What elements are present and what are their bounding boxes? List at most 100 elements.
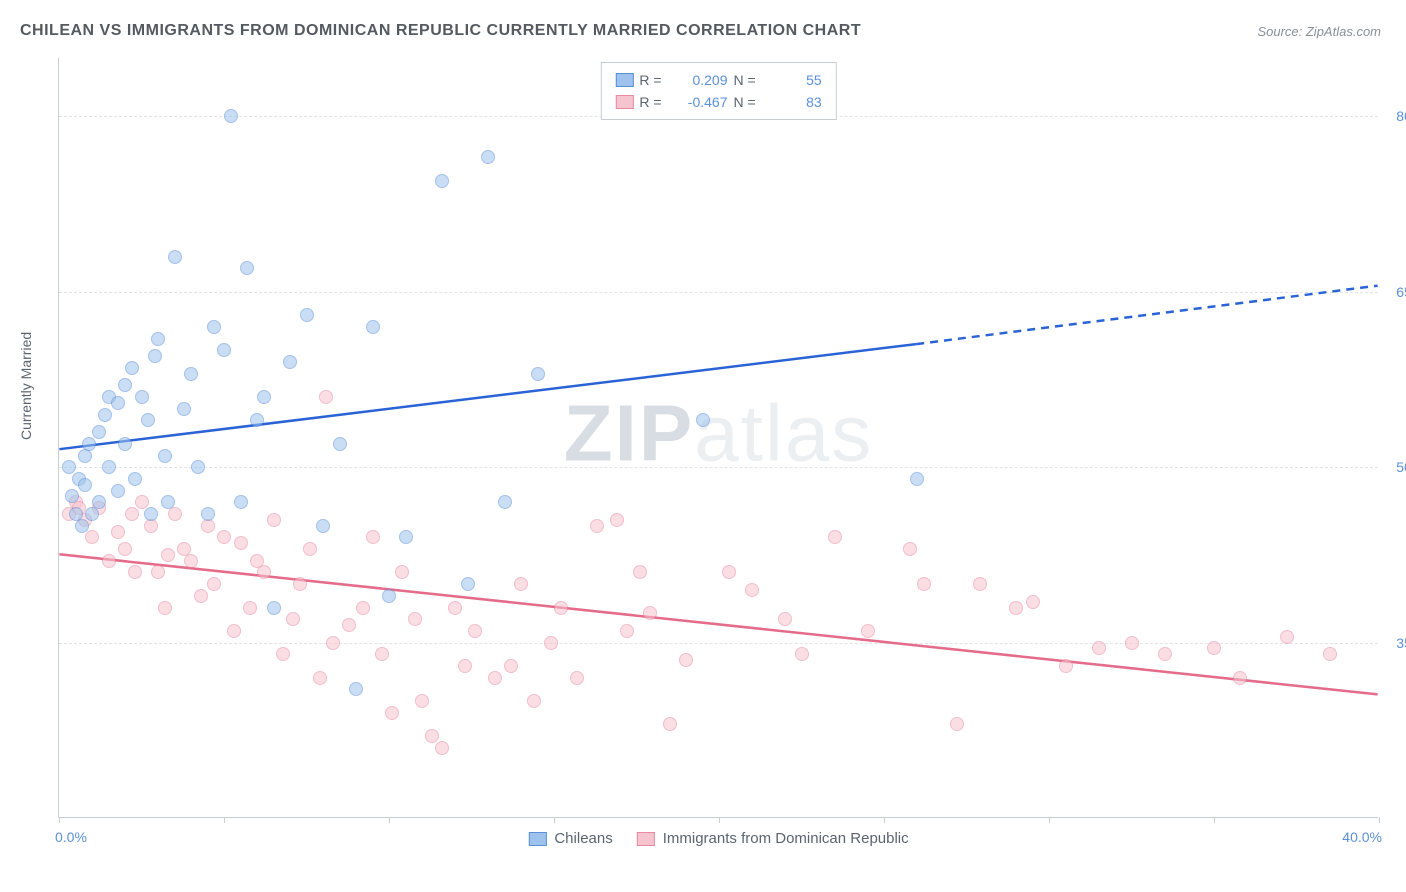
scatter-point xyxy=(1233,671,1247,685)
scatter-point xyxy=(319,390,333,404)
correlation-legend: R = 0.209 N = 55 R = -0.467 N = 83 xyxy=(600,62,836,120)
scatter-point xyxy=(144,507,158,521)
scatter-point xyxy=(382,589,396,603)
scatter-point xyxy=(98,408,112,422)
scatter-point xyxy=(92,495,106,509)
scatter-point xyxy=(283,355,297,369)
scatter-point xyxy=(468,624,482,638)
scatter-point xyxy=(333,437,347,451)
scatter-point xyxy=(1092,641,1106,655)
scatter-point xyxy=(300,308,314,322)
scatter-point xyxy=(267,513,281,527)
scatter-point xyxy=(1207,641,1221,655)
scatter-point xyxy=(696,413,710,427)
scatter-point xyxy=(276,647,290,661)
scatter-point xyxy=(570,671,584,685)
scatter-point xyxy=(234,536,248,550)
scatter-point xyxy=(135,495,149,509)
r-label: R = xyxy=(639,69,661,91)
scatter-point xyxy=(481,150,495,164)
legend-swatch-blue xyxy=(528,832,546,846)
scatter-point xyxy=(184,554,198,568)
x-tick xyxy=(1379,817,1380,823)
x-tick xyxy=(554,817,555,823)
scatter-point xyxy=(1059,659,1073,673)
scatter-point xyxy=(903,542,917,556)
scatter-point xyxy=(590,519,604,533)
scatter-point xyxy=(435,174,449,188)
scatter-point xyxy=(349,682,363,696)
source-attribution: Source: ZipAtlas.com xyxy=(1257,24,1381,39)
scatter-point xyxy=(161,495,175,509)
scatter-point xyxy=(643,606,657,620)
scatter-point xyxy=(633,565,647,579)
y-axis-label: Currently Married xyxy=(18,332,34,440)
n-label: N = xyxy=(734,69,756,91)
scatter-point xyxy=(745,583,759,597)
scatter-point xyxy=(102,554,116,568)
scatter-point xyxy=(194,589,208,603)
scatter-point xyxy=(118,378,132,392)
x-max-label: 40.0% xyxy=(1342,829,1382,845)
scatter-point xyxy=(234,495,248,509)
legend-label-blue: Chileans xyxy=(554,830,612,847)
scatter-point xyxy=(408,612,422,626)
scatter-point xyxy=(151,332,165,346)
scatter-point xyxy=(531,367,545,381)
scatter-point xyxy=(917,577,931,591)
x-tick xyxy=(389,817,390,823)
scatter-point xyxy=(375,647,389,661)
scatter-point xyxy=(118,542,132,556)
y-tick-label: 80.0% xyxy=(1384,108,1406,124)
scatter-point xyxy=(141,413,155,427)
scatter-point xyxy=(488,671,502,685)
scatter-point xyxy=(151,565,165,579)
scatter-point xyxy=(217,530,231,544)
scatter-point xyxy=(125,507,139,521)
scatter-point xyxy=(128,565,142,579)
gridline xyxy=(59,643,1378,644)
scatter-point xyxy=(554,601,568,615)
scatter-point xyxy=(620,624,634,638)
x-tick xyxy=(1214,817,1215,823)
scatter-point xyxy=(448,601,462,615)
scatter-point xyxy=(217,343,231,357)
x-tick xyxy=(884,817,885,823)
watermark-bold: ZIP xyxy=(564,388,694,477)
legend-swatch-pink xyxy=(637,832,655,846)
scatter-point xyxy=(544,636,558,650)
scatter-point xyxy=(1280,630,1294,644)
scatter-point xyxy=(973,577,987,591)
scatter-point xyxy=(316,519,330,533)
scatter-point xyxy=(366,320,380,334)
scatter-point xyxy=(293,577,307,591)
scatter-point xyxy=(240,261,254,275)
trend-line xyxy=(916,286,1377,344)
scatter-point xyxy=(243,601,257,615)
scatter-point xyxy=(111,525,125,539)
scatter-point xyxy=(950,717,964,731)
n-value-pink: 83 xyxy=(762,91,822,113)
legend-swatch-blue xyxy=(615,73,633,87)
x-tick xyxy=(1049,817,1050,823)
scatter-point xyxy=(385,706,399,720)
scatter-point xyxy=(85,530,99,544)
scatter-point xyxy=(135,390,149,404)
legend-label-pink: Immigrants from Dominican Republic xyxy=(663,830,909,847)
scatter-point xyxy=(82,437,96,451)
scatter-point xyxy=(425,729,439,743)
scatter-point xyxy=(399,530,413,544)
scatter-point xyxy=(158,449,172,463)
scatter-point xyxy=(207,320,221,334)
scatter-point xyxy=(62,460,76,474)
scatter-point xyxy=(663,717,677,731)
scatter-point xyxy=(527,694,541,708)
n-value-blue: 55 xyxy=(762,69,822,91)
scatter-point xyxy=(435,741,449,755)
scatter-point xyxy=(158,601,172,615)
watermark: ZIPatlas xyxy=(564,387,873,479)
watermark-light: atlas xyxy=(694,388,873,477)
legend-item-blue: Chileans xyxy=(528,830,612,847)
scatter-point xyxy=(679,653,693,667)
scatter-point xyxy=(224,109,238,123)
